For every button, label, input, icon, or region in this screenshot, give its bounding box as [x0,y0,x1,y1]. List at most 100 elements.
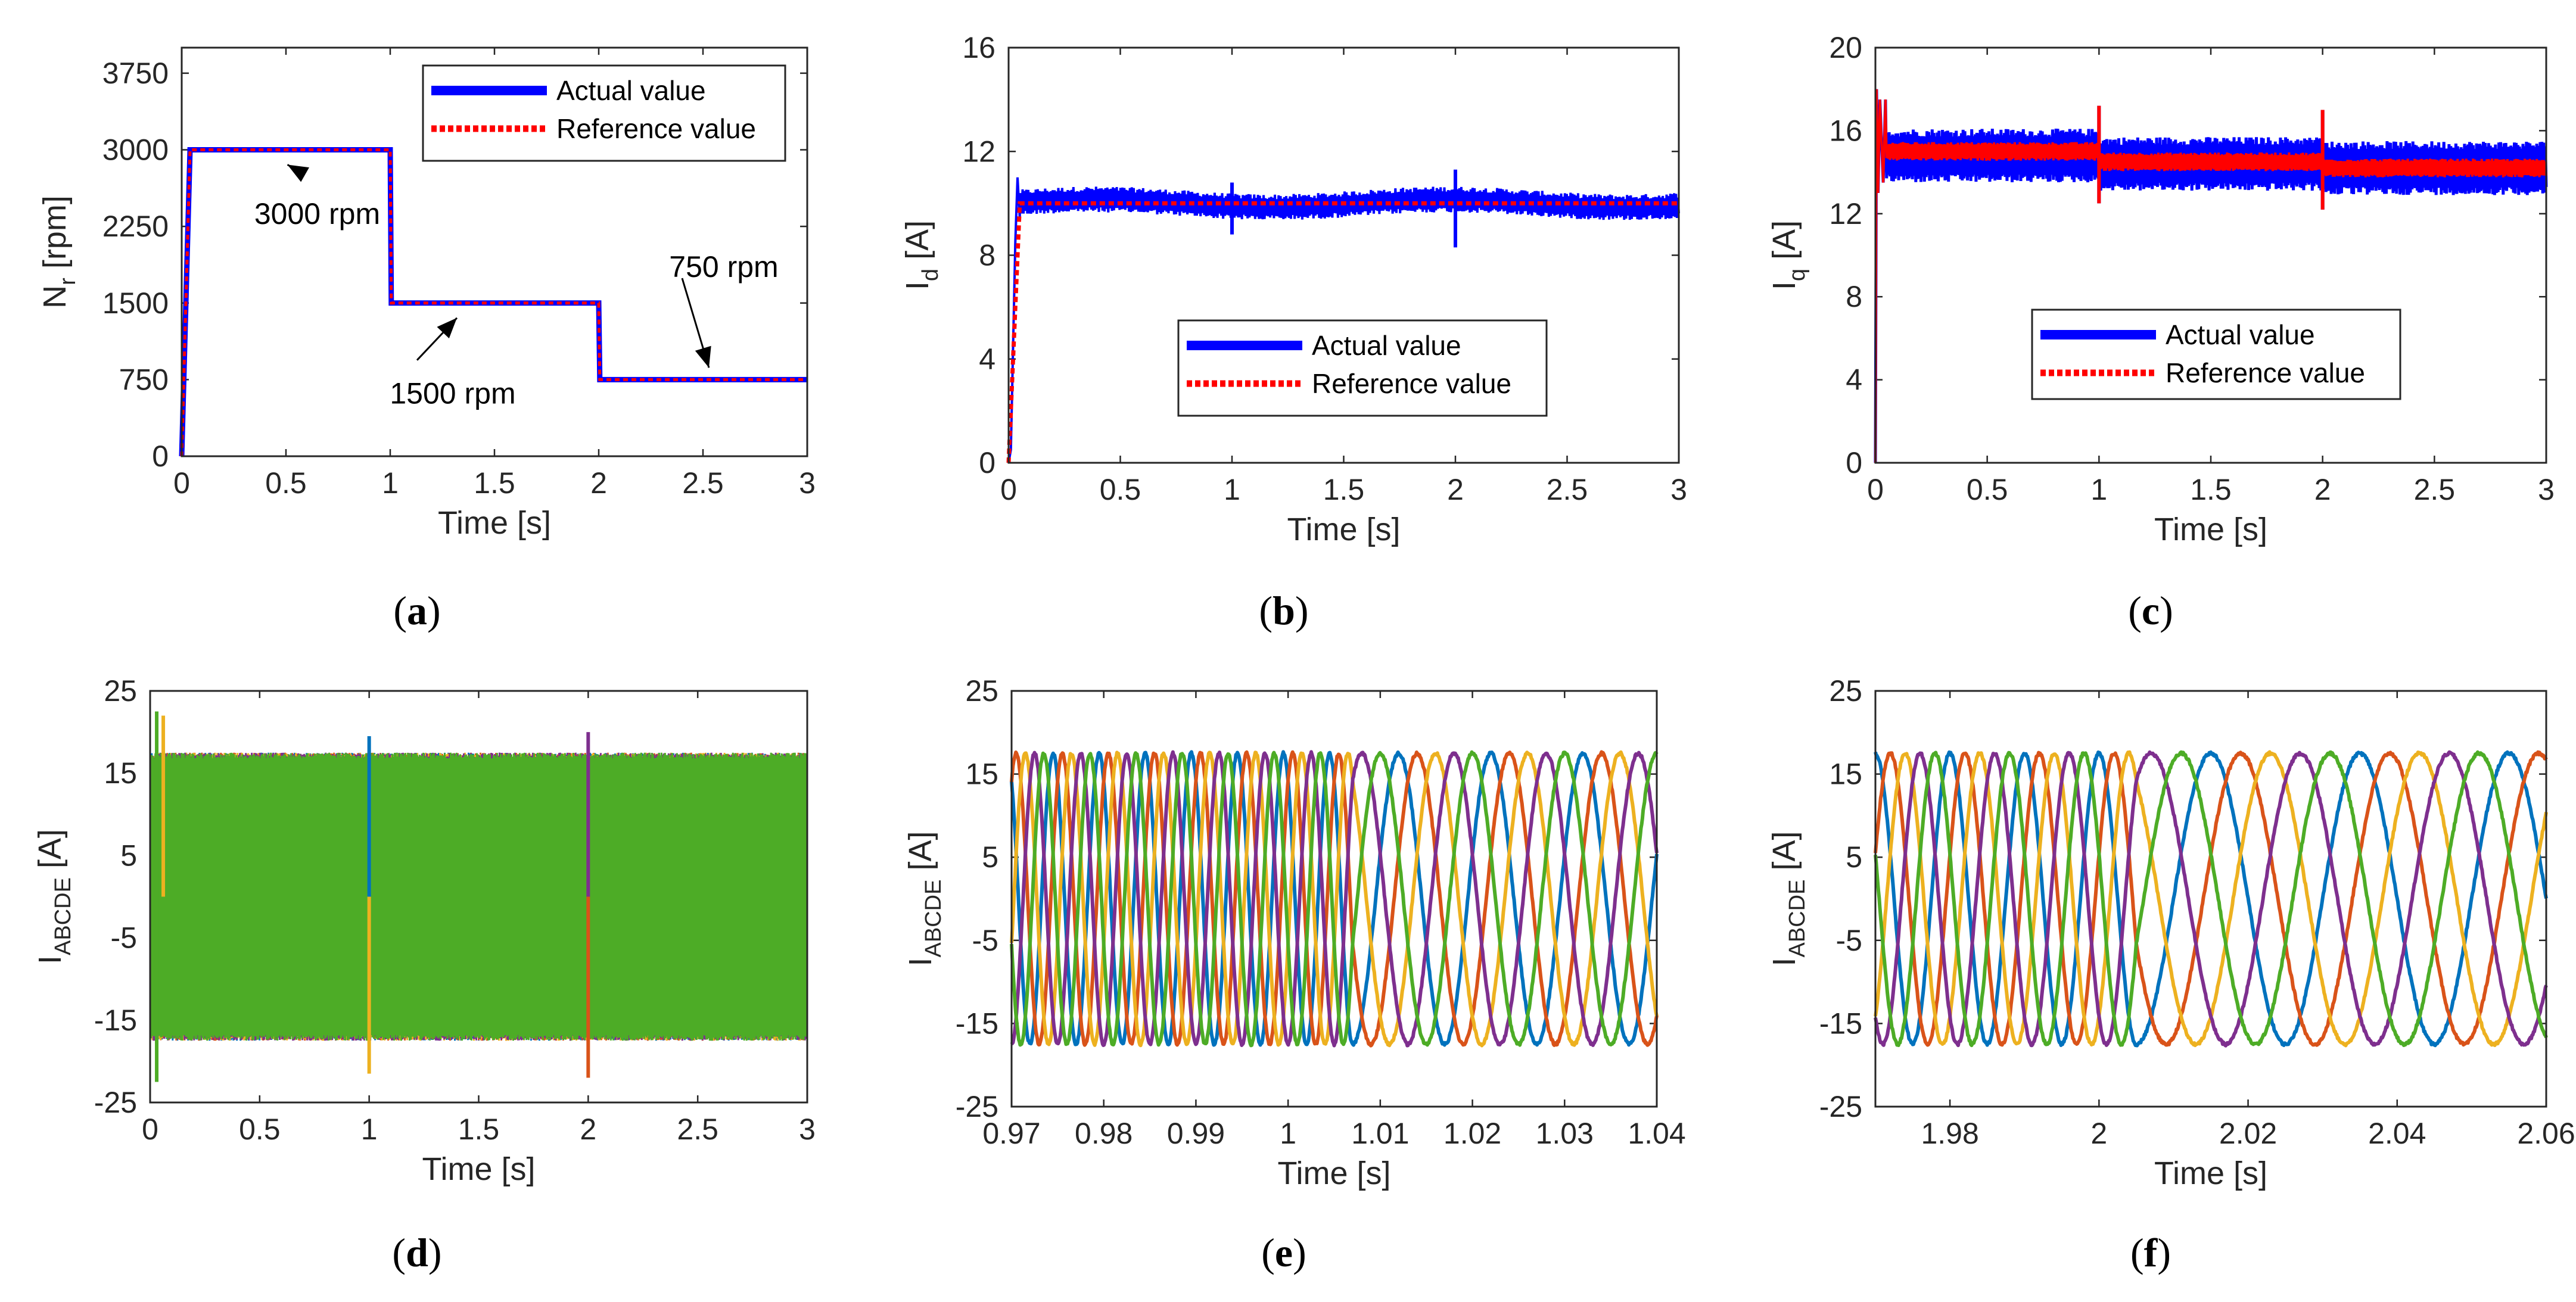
legend-actual-label: Actual value [556,75,706,106]
y-axis-label: IABCDE [A] [903,831,946,967]
caption-letter: d [406,1230,428,1275]
y-axis-label-main: I [1766,281,1802,290]
y-axis-label-main: I [32,955,68,964]
caption-letter: b [1273,588,1295,633]
axes-frame [181,46,808,457]
caption-paren-open: ( [1259,588,1273,633]
caption-paren-open: ( [2130,1230,2144,1275]
x-tick-label: 2.5 [682,466,724,500]
annotation-label: 1500 rpm [390,377,515,410]
x-tick-label: 1 [382,466,399,500]
series-phase-e [150,752,807,1041]
x-axis-label: Time [s] [2154,1155,2267,1191]
x-tick-label: 0 [173,466,190,500]
plot-area [1875,48,2546,463]
x-tick-label: 3 [799,466,816,500]
axes-frame [1010,690,1658,1108]
axes-frame [149,690,808,1104]
y-axis-label-subscript: r [55,278,80,285]
x-tick-label: 2.5 [2414,473,2456,506]
x-tick-label: 1.03 [1536,1117,1594,1150]
y-axis-label-unit: [A] [900,220,935,269]
y-tick-label: 5 [982,840,998,874]
y-axis-label-main: I [900,281,935,290]
x-tick-label: 2.06 [2517,1117,2575,1150]
panel-d: 0 0.5 1 1.5 2 2.5 3 -25 -15 -5 5 15 25 Time [s] IABCDE… [32,674,816,1275]
x-tick-label: 0 [1000,473,1017,506]
y-tick-label: 25 [104,674,137,708]
caption-letter: f [2144,1230,2158,1275]
x-tick-label: 0.99 [1167,1117,1225,1150]
x-tick-label: 0 [142,1113,158,1146]
caption-paren-open: ( [1261,1230,1275,1275]
series-reference-id [1006,201,1679,463]
y-tick-label: 5 [1846,840,1862,874]
y-axis-label: Nr [rpm] [37,195,80,309]
legend-reference-label: Reference value [2166,357,2365,388]
series-phase-d [1010,750,1659,1048]
series-phase-b [1010,750,1659,1048]
caption-letter: a [407,588,427,633]
x-tick-label: 2 [2314,473,2331,506]
y-axis-label-unit: [A] [32,829,68,877]
x-tick-label: 2.04 [2368,1117,2426,1150]
x-tick-label: 2.02 [2219,1117,2277,1150]
caption-paren-close: ) [2160,588,2173,633]
x-tick-label: 0.5 [265,466,307,500]
panel-caption: (f) [2130,1230,2171,1275]
y-tick-label: 4 [979,342,995,376]
x-tick-label: 0.5 [239,1113,281,1146]
x-tick-label: 1 [1224,473,1240,506]
x-axis-label: Time [s] [438,505,551,541]
x-tick-label: 0 [1867,473,1884,506]
x-axis-label: Time [s] [1277,1155,1390,1191]
panel-e: 0.97 0.98 0.99 1 1.01 1.02 1.03 1.04 -25 -15 -5 5 15… [903,674,1686,1275]
legend-box [2031,309,2401,400]
y-tick-label: 1500 [102,286,169,320]
y-tick-label: -5 [972,924,998,957]
y-tick-label: 16 [1829,114,1862,147]
y-tick-label: 12 [962,135,995,168]
y-axis-label-subscript: d [918,269,943,281]
y-tick-label: -25 [1819,1090,1862,1123]
panel-caption: (c) [2128,588,2173,633]
x-tick-label: 2 [590,466,607,500]
y-axis-label-subscript: q [1785,269,1810,281]
x-tick-label: 1.98 [1921,1117,1978,1150]
y-axis-label: Id [A] [900,220,943,290]
y-tick-label: 3000 [102,133,169,167]
panel-f: 1.98 2 2.02 2.04 2.06 -25 -15 -5 5 15 25 Time [s] IA… [1766,674,2575,1275]
caption-letter: c [2142,588,2160,633]
y-tick-label: 12 [1829,197,1862,231]
x-tick-label: 1.5 [474,466,515,500]
caption-paren-close: ) [1293,1230,1306,1275]
legend-box [422,64,786,162]
y-tick-label: 15 [1829,758,1862,791]
y-tick-label: 25 [965,674,998,708]
y-axis-label-subscript: ABCDE [51,877,76,955]
series-actual-speed [179,147,807,457]
x-tick-label: 0.5 [1100,473,1141,506]
x-tick-label: 1.5 [1323,473,1365,506]
caption-paren-open: ( [392,1230,406,1275]
y-tick-label: 2250 [102,210,169,243]
caption-paren-close: ) [427,588,441,633]
annotation-label: 750 rpm [669,250,778,284]
y-axis-label-unit: [A] [1766,220,1802,269]
y-tick-label: -15 [1819,1007,1862,1040]
x-tick-label: 0.5 [1967,473,2008,506]
series-phase-e [1874,750,2548,1048]
legend-actual-label: Actual value [2166,319,2315,350]
y-tick-label: 4 [1846,363,1862,397]
x-tick-label: 3 [1670,473,1687,506]
y-axis-label-subscript: ABCDE [921,880,946,958]
x-tick-label: 1.5 [458,1113,500,1146]
y-tick-label: 15 [965,758,998,791]
panel-b: 0 0.5 1 1.5 2 2.5 3 0 4 8 12 16 Time [s] Id [A] (b) Act… [900,31,1687,633]
x-tick-label: 2 [580,1113,596,1146]
series-reference-iq [1874,89,2547,463]
legend-reference-label: Reference value [1312,368,1511,399]
y-tick-label: -25 [956,1090,998,1123]
x-tick-label: 3 [2538,473,2555,506]
y-tick-label: 8 [1846,280,1862,313]
